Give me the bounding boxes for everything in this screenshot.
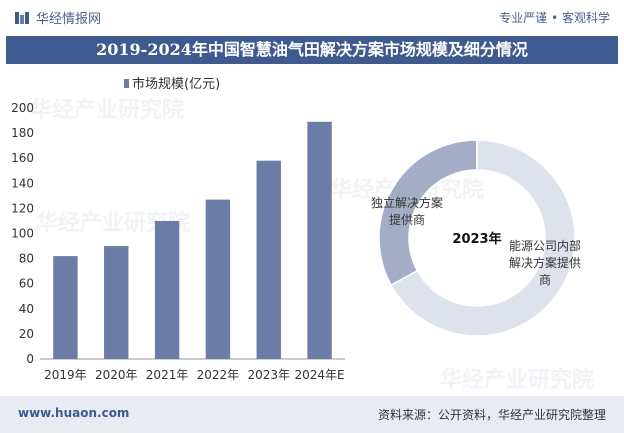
y-tick-label: 140	[11, 176, 34, 190]
x-tick-label: 2021年	[146, 368, 189, 382]
y-tick-label: 160	[11, 151, 34, 165]
y-tick-label: 100	[11, 227, 34, 241]
title-band: 2019-2024年中国智慧油气田解决方案市场规模及细分情况	[6, 36, 618, 64]
y-tick-label: 40	[19, 302, 34, 316]
top-bar: 华经情报网 专业严谨 • 客观科学	[0, 0, 624, 34]
slogan: 专业严谨 • 客观科学	[499, 11, 610, 25]
x-tick-label: 2023年	[247, 368, 290, 382]
slice-label: 独立解决方案提供商	[371, 195, 443, 227]
bar-chart: 0 20 40 60 80 100 120 140 160 180 200 2019年 2020年 202…	[11, 76, 345, 382]
y-tick-label: 120	[11, 201, 34, 215]
brand-name: 华经情报网	[36, 12, 102, 27]
y-tick-label: 0	[26, 352, 34, 366]
chart-title: 2019-2024年中国智慧油气田解决方案市场规模及细分情况	[96, 40, 528, 59]
x-tick-label: 2020年	[95, 368, 138, 382]
y-tick-label: 60	[19, 277, 34, 291]
bar	[205, 199, 231, 359]
bar	[307, 121, 332, 360]
x-tick-label: 2019年	[44, 368, 87, 382]
huajing-logo-icon	[15, 11, 29, 24]
slice-label: 能源公司内部解决方案提供商	[509, 238, 581, 287]
y-tick-label: 200	[11, 101, 34, 115]
x-tick-label: 2024年E	[295, 368, 345, 382]
bar	[104, 246, 129, 359]
bar	[256, 160, 281, 359]
brand: 华经情报网	[14, 8, 101, 27]
pie-slice	[390, 139, 576, 337]
y-tick-label: 20	[19, 327, 34, 341]
legend-swatch	[124, 79, 129, 88]
website-link[interactable]: www.huaon.com	[18, 406, 130, 420]
data-source: 资料来源：公开资料，华经产业研究院整理	[377, 408, 606, 422]
y-tick-label: 80	[19, 252, 34, 266]
x-tick-label: 2022年	[197, 368, 240, 382]
donut-center-label: 2023年	[452, 231, 501, 247]
bar	[154, 220, 180, 359]
legend-label: 市场规模(亿元)	[132, 76, 220, 92]
footer: www.huaon.com 资料来源：公开资料，华经产业研究院整理	[0, 396, 624, 433]
y-tick-label: 180	[11, 126, 34, 140]
bar	[53, 256, 78, 359]
